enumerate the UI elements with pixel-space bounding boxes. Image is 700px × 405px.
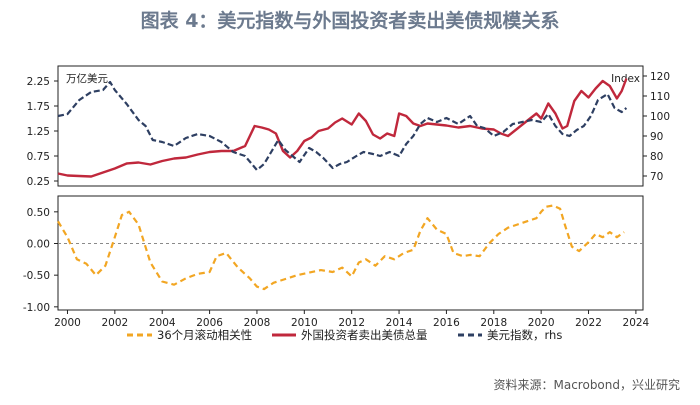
x-tick-label: 2006: [196, 317, 223, 329]
right-y-tick-label: 80: [650, 151, 663, 163]
right-y-tick-label: 120: [650, 71, 670, 83]
left-axis-unit: 万亿美元: [66, 72, 108, 85]
x-tick-label: 2010: [291, 317, 318, 329]
bottom-panel-frame: [57, 195, 644, 311]
top-panel-frame: [57, 65, 644, 187]
top-y-tick-label: 0.25: [27, 176, 50, 188]
chart-title: 图表 4：美元指数与外国投资者卖出美债规模关系: [141, 9, 560, 32]
x-tick-label: 2004: [149, 317, 176, 329]
x-tick-label: 2000: [54, 317, 81, 329]
top-y2-ticks: 70 80 90 100 110 120: [643, 71, 670, 183]
bottom-y-tick-label: -0.50: [23, 270, 50, 282]
right-y-tick-label: 70: [650, 171, 663, 183]
foreign-selling-line: [57, 78, 628, 178]
x-tick-label: 2008: [244, 317, 271, 329]
top-y-tick-label: 1.25: [27, 126, 50, 138]
dollar-index-line: [57, 80, 628, 172]
x-tick-label: 2024: [623, 317, 650, 329]
x-ticks: 2000 2002 2004 2006 2008 2010 2012 2014 2016 2018…: [54, 310, 650, 329]
top-y-tick-label: 2.25: [27, 76, 50, 88]
right-y-tick-label: 100: [650, 111, 670, 123]
x-tick-label: 2022: [575, 317, 602, 329]
bottom-y-ticks: 0.50 0.00 -0.50 -1.00: [23, 207, 58, 314]
legend: 36个月滚动相关性 外国投资者卖出美债总量 美元指数，rhs: [127, 328, 562, 342]
x-tick-label: 2016: [433, 317, 460, 329]
source-note: 资料来源：Macrobond，兴业研究: [494, 377, 681, 392]
top-y-tick-label: 1.75: [27, 101, 50, 113]
top-y-ticks: 0.25 0.75 1.25 1.75 2.25: [27, 76, 58, 188]
rolling-correlation-line: [57, 204, 625, 291]
x-tick-label: 2014: [386, 317, 413, 329]
legend-label-corr: 36个月滚动相关性: [157, 328, 252, 342]
legend-label-dxy: 美元指数，rhs: [487, 328, 562, 342]
bottom-y-tick-label: -1.00: [23, 302, 50, 314]
top-y-tick-label: 0.75: [27, 151, 50, 163]
bottom-y-tick-label: 0.50: [27, 207, 50, 219]
x-tick-label: 2020: [528, 317, 555, 329]
x-tick-label: 2018: [480, 317, 507, 329]
legend-label-foreign: 外国投资者卖出美债总量: [301, 328, 428, 342]
right-y-tick-label: 90: [650, 131, 663, 143]
bottom-y-tick-label: 0.00: [27, 239, 50, 251]
x-tick-label: 2012: [338, 317, 365, 329]
right-y-tick-label: 110: [650, 91, 670, 103]
x-tick-label: 2002: [101, 317, 128, 329]
series-lines: [57, 78, 628, 291]
